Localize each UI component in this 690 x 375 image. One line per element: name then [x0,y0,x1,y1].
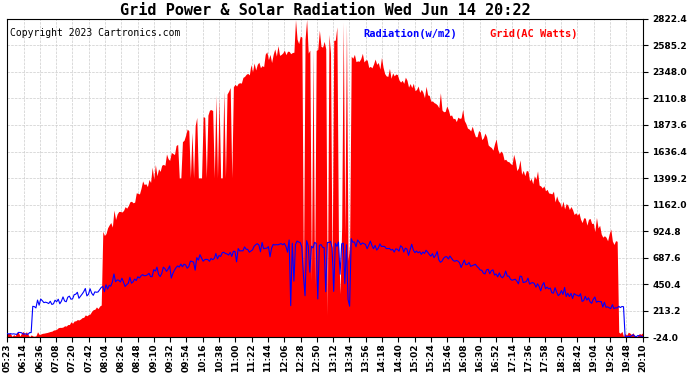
Text: Copyright 2023 Cartronics.com: Copyright 2023 Cartronics.com [10,28,181,39]
Text: Radiation(w/m2): Radiation(w/m2) [363,28,457,39]
Text: Grid(AC Watts): Grid(AC Watts) [490,28,578,39]
Title: Grid Power & Solar Radiation Wed Jun 14 20:22: Grid Power & Solar Radiation Wed Jun 14 … [119,3,530,18]
